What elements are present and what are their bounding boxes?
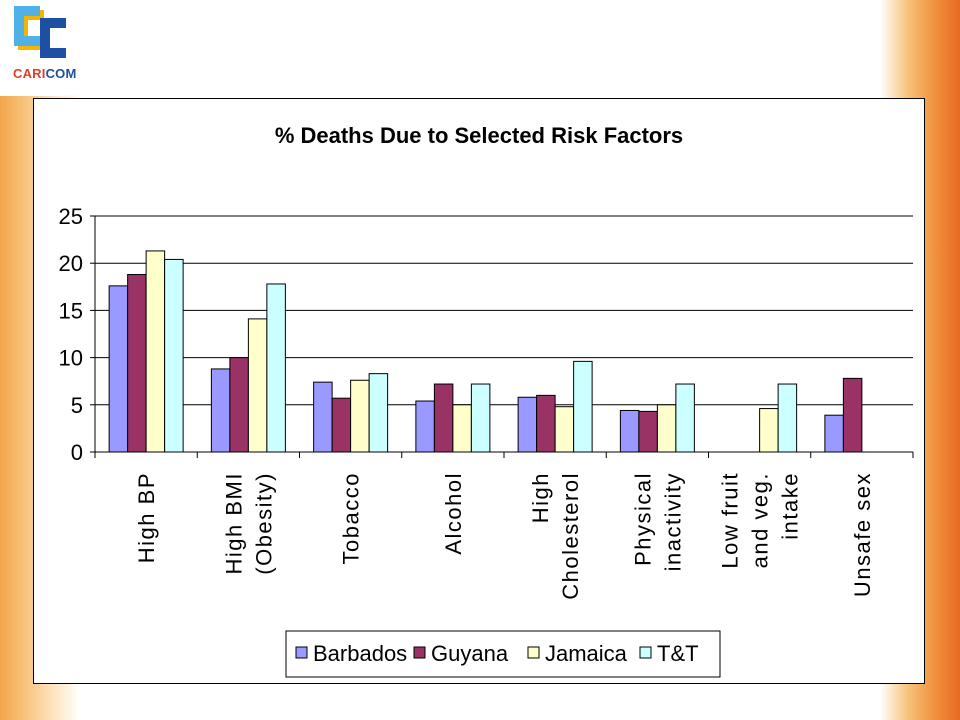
bar-barbados xyxy=(108,285,129,453)
category-label: Low fruit xyxy=(718,472,743,569)
axes: 0 5 10 15 20 25 xyxy=(59,204,914,465)
category-label: intake xyxy=(778,472,803,540)
caricom-logo: CARICOM xyxy=(0,0,112,96)
legend-label: T&T xyxy=(657,641,699,666)
bar-guyana xyxy=(229,357,249,453)
category-label: inactivity xyxy=(660,472,685,571)
bar-jamaica xyxy=(350,379,370,453)
legend-swatch xyxy=(413,646,426,659)
legend-swatch xyxy=(639,646,652,659)
bar-guyana xyxy=(536,394,556,453)
bar-guyana xyxy=(331,397,352,453)
y-tick-label: 20 xyxy=(59,251,83,276)
bars xyxy=(108,250,863,453)
logo-text-cari: CARI xyxy=(13,66,46,81)
category-label: Cholesterol xyxy=(558,472,583,600)
y-tick-label: 10 xyxy=(59,346,83,371)
category-label: Alcohol xyxy=(441,472,466,555)
bar-t-t xyxy=(266,283,286,453)
category-label: and veg. xyxy=(748,472,773,568)
caricom-logo-text: CARICOM xyxy=(13,66,77,81)
legend-label: Jamaica xyxy=(545,641,628,666)
bar-t-t xyxy=(164,258,184,453)
category-label: Tobacco xyxy=(339,472,364,564)
y-tick-label: 5 xyxy=(71,393,83,418)
caricom-logo-mark xyxy=(14,6,66,58)
category-label: High xyxy=(528,472,553,523)
bar-barbados xyxy=(619,409,640,453)
bar-guyana xyxy=(433,383,454,453)
bar-t-t xyxy=(777,383,798,453)
bar-jamaica xyxy=(145,250,166,453)
bar-t-t xyxy=(368,373,389,453)
y-tick-label: 15 xyxy=(59,298,83,323)
bar-t-t xyxy=(675,383,695,453)
category-label: High BMI xyxy=(221,472,246,574)
bar-jamaica xyxy=(759,408,779,453)
category-labels: High BP High BMI (Obesity) Tobacco Alcohol Hi… xyxy=(134,472,875,600)
bar-barbados xyxy=(210,368,231,453)
y-tick-label: 0 xyxy=(71,440,83,465)
logo-text-com: COM xyxy=(45,66,77,81)
bar-jamaica xyxy=(247,318,268,453)
category-label: Unsafe sex xyxy=(850,472,875,597)
bar-barbados xyxy=(415,400,435,453)
y-tick-label: 25 xyxy=(59,204,83,229)
bar-barbados xyxy=(824,414,844,453)
bar-chart: % Deaths Due to Selected Risk Factors 0 5… xyxy=(59,123,914,678)
bar-guyana xyxy=(638,410,658,453)
category-label: Physical xyxy=(630,472,655,566)
bar-t-t xyxy=(470,383,491,453)
bar-jamaica xyxy=(452,404,472,453)
bar-guyana xyxy=(127,274,147,453)
chart-title: % Deaths Due to Selected Risk Factors xyxy=(275,123,683,148)
bar-jamaica xyxy=(656,404,677,453)
legend-label: Barbados xyxy=(313,641,407,666)
legend-label: Guyana xyxy=(431,641,509,666)
legend-swatch xyxy=(295,646,308,659)
bar-barbados xyxy=(517,396,538,453)
chart-frame: % Deaths Due to Selected Risk Factors 0 5… xyxy=(33,98,925,684)
bar-guyana xyxy=(842,377,863,453)
bar-jamaica xyxy=(554,406,575,453)
legend: Barbados Guyana Jamaica T&T xyxy=(285,630,721,678)
bar-t-t xyxy=(573,360,593,453)
category-label: (Obesity) xyxy=(251,472,276,575)
bar-barbados xyxy=(313,381,333,453)
category-label: High BP xyxy=(134,472,159,563)
legend-swatch xyxy=(527,646,540,659)
